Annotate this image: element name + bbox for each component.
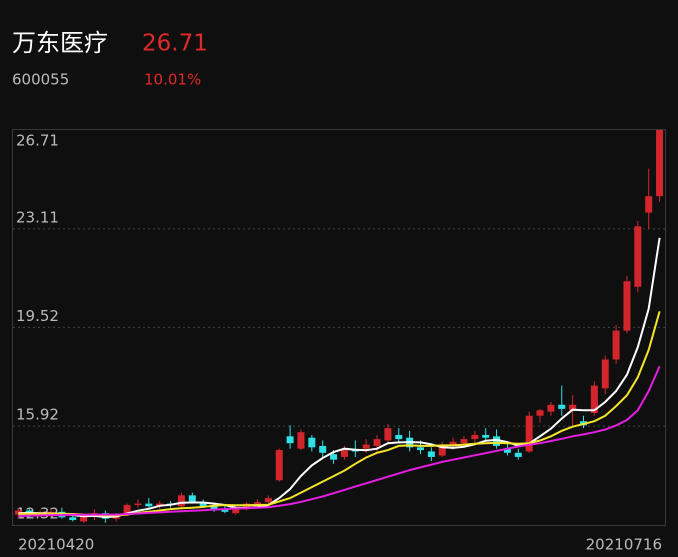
candle-body — [134, 503, 142, 505]
candle-body — [547, 404, 555, 412]
candle-body — [634, 226, 642, 287]
y-tick-label: 26.71 — [16, 132, 59, 150]
candle-body — [449, 441, 457, 445]
candle-body — [264, 498, 272, 503]
candle-body — [80, 515, 88, 522]
candle-body — [330, 454, 338, 460]
candle-body — [623, 281, 631, 331]
candle-body — [482, 434, 490, 438]
candle-body — [417, 447, 424, 451]
y-tick-label: 15.92 — [16, 406, 59, 424]
plot-frame — [12, 129, 666, 526]
candle-body — [373, 439, 381, 446]
candle-body — [297, 432, 305, 449]
candle-body — [590, 385, 598, 414]
candle-body — [384, 428, 392, 441]
candle-body — [243, 503, 251, 510]
candle-body — [525, 415, 533, 452]
candle-body — [645, 196, 653, 213]
candle-body — [438, 444, 446, 456]
candle-body — [536, 410, 544, 416]
candle-body — [188, 495, 196, 503]
candle-body — [427, 451, 435, 457]
candle-body — [221, 509, 229, 512]
candle-body — [232, 509, 240, 514]
candle-body — [340, 448, 348, 457]
candle-body — [123, 504, 131, 515]
x-tick-label: 20210420 — [18, 536, 94, 554]
candle-body — [503, 448, 511, 453]
candle-body — [319, 445, 327, 453]
candle-body — [514, 452, 522, 457]
candle-body — [308, 437, 316, 448]
y-tick-label: 23.11 — [16, 208, 59, 226]
candle-body — [177, 495, 185, 507]
x-tick-label: 20210716 — [586, 536, 662, 554]
candle-body — [460, 439, 468, 444]
stock-code: 600055 — [12, 71, 69, 89]
candle-body — [362, 444, 370, 449]
stock-price: 26.71 — [142, 31, 208, 57]
candle-body — [69, 517, 77, 521]
candle-body — [569, 404, 577, 411]
candle-body — [145, 503, 153, 507]
candle-body — [286, 436, 294, 444]
y-tick-label: 19.52 — [16, 307, 59, 325]
candle-body — [275, 450, 283, 481]
candle-body — [395, 434, 403, 440]
candle-body — [199, 502, 207, 507]
moving-average-line — [18, 365, 661, 517]
candle-body — [210, 506, 218, 510]
candle-body — [656, 130, 664, 197]
candle-body — [493, 436, 501, 446]
stock-change: 10.01% — [144, 71, 201, 89]
stock-name: 万东医疗 — [12, 29, 108, 57]
candle-body — [558, 404, 566, 409]
candle-body — [471, 434, 479, 440]
candle-body — [601, 359, 609, 389]
candle-body — [612, 330, 620, 360]
